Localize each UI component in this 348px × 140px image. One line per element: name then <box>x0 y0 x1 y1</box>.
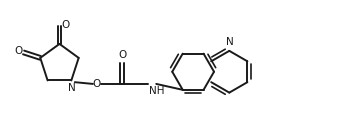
Text: O: O <box>93 79 101 89</box>
Text: O: O <box>14 46 22 56</box>
Text: O: O <box>62 20 70 30</box>
Text: O: O <box>118 50 126 60</box>
Text: N: N <box>68 82 76 93</box>
Text: NH: NH <box>149 86 165 96</box>
Text: N: N <box>226 37 234 47</box>
